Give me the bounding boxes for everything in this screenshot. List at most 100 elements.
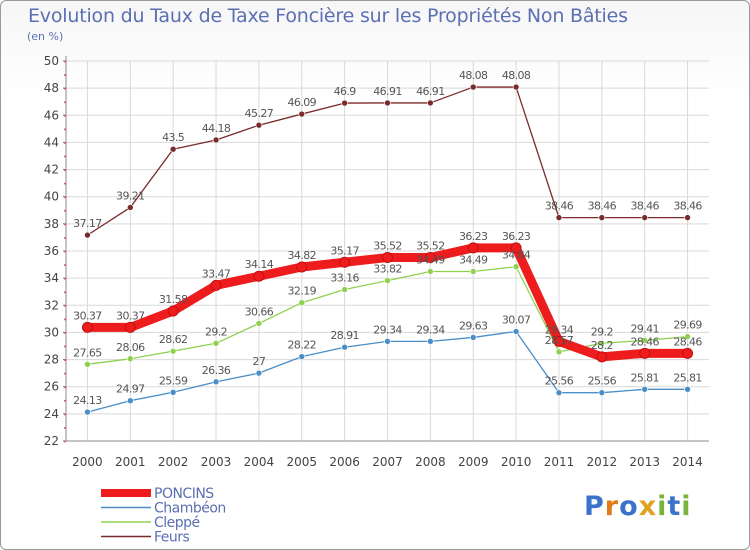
- data-label: 28.22: [288, 339, 317, 352]
- data-point: [84, 231, 91, 239]
- data-point: [424, 252, 436, 264]
- data-label: 46.9: [334, 85, 357, 98]
- data-label: 46.91: [373, 85, 402, 98]
- data-label: 30.37: [73, 309, 102, 322]
- x-tick-label: 2012: [587, 455, 618, 469]
- data-label: 33.47: [202, 267, 231, 280]
- x-tick-label: 2001: [115, 455, 146, 469]
- data-point: [212, 339, 220, 347]
- data-label: 46.09: [288, 96, 317, 109]
- data-label: 30.37: [116, 309, 145, 322]
- axis-minor-mark: [64, 250, 66, 253]
- y-tick-label: 34: [44, 271, 59, 285]
- axis-minor-mark: [64, 209, 66, 212]
- data-label: 34.49: [416, 253, 445, 266]
- axis-minor-mark: [64, 277, 66, 280]
- data-point: [81, 321, 93, 333]
- x-tick-label: 2007: [372, 455, 403, 469]
- data-point: [427, 338, 434, 345]
- x-tick-label: 2014: [672, 455, 703, 469]
- data-point: [210, 279, 222, 291]
- data-point: [684, 214, 691, 221]
- data-label: 25.81: [630, 371, 659, 384]
- axis-minor-mark: [64, 399, 66, 402]
- data-label: 33.16: [330, 272, 359, 285]
- data-label: 32.19: [288, 285, 317, 298]
- x-tick-label: 2010: [501, 455, 532, 469]
- data-label: 30.66: [245, 305, 274, 318]
- data-label: 28.46: [673, 335, 702, 348]
- data-label: 30.07: [502, 313, 531, 326]
- axis-minor-mark: [64, 304, 66, 307]
- data-label: 36.23: [502, 230, 531, 243]
- axis-minor-mark: [64, 359, 66, 362]
- data-point: [684, 385, 691, 393]
- x-tick-label: 2005: [286, 455, 317, 469]
- data-point: [341, 99, 348, 107]
- data-label: 34.84: [502, 249, 531, 262]
- data-label: 38.46: [545, 200, 574, 213]
- data-point: [169, 347, 177, 355]
- data-label: 29.69: [673, 319, 702, 332]
- data-point: [684, 333, 691, 340]
- axis-minor-mark: [64, 318, 66, 321]
- data-label: 28.06: [116, 341, 145, 354]
- data-label: 28.57: [545, 334, 574, 347]
- data-label: 35.17: [330, 244, 359, 257]
- axis-minor-mark: [64, 345, 66, 348]
- data-point: [469, 268, 477, 275]
- data-point: [384, 277, 391, 284]
- data-label: 24.13: [73, 394, 102, 407]
- data-label: 37.17: [73, 217, 102, 230]
- y-tick-label: 50: [44, 54, 59, 68]
- axis-minor-mark: [64, 128, 66, 131]
- data-label: 29.2: [591, 325, 613, 338]
- data-label: 27.65: [73, 346, 102, 359]
- data-label: 38.46: [588, 200, 617, 213]
- x-tick-label: 2009: [458, 455, 489, 469]
- data-label: 36.23: [459, 230, 488, 243]
- data-label: 48.08: [502, 69, 531, 82]
- data-point: [639, 347, 651, 359]
- data-point: [298, 299, 306, 307]
- data-label: 39.21: [116, 189, 145, 202]
- proxiti-logo: Proxiti: [584, 491, 692, 522]
- data-label: 26.36: [202, 364, 231, 377]
- data-point: [255, 369, 263, 377]
- data-point: [427, 268, 434, 275]
- y-tick-label: 32: [44, 298, 59, 312]
- data-point: [169, 145, 177, 153]
- y-tick-label: 46: [44, 108, 59, 122]
- axis-minor-mark: [64, 223, 66, 226]
- x-tick-label: 2003: [201, 455, 232, 469]
- axis-minor-mark: [64, 413, 66, 416]
- unit-label: (en %): [27, 30, 64, 43]
- y-tick-label: 26: [44, 380, 59, 394]
- data-point: [641, 214, 649, 221]
- data-point: [598, 389, 606, 396]
- data-point: [255, 121, 263, 129]
- y-tick-label: 40: [44, 190, 59, 204]
- x-tick-label: 2006: [329, 455, 360, 469]
- y-tick-label: 22: [44, 434, 59, 448]
- data-point: [339, 256, 351, 268]
- data-point: [512, 328, 520, 335]
- data-point: [127, 355, 134, 363]
- data-label: 38.46: [630, 200, 659, 213]
- data-point: [212, 136, 220, 144]
- data-point: [84, 361, 91, 368]
- data-point: [512, 83, 520, 91]
- data-label: 28.62: [159, 333, 188, 346]
- data-point: [84, 408, 91, 416]
- axis-minor-mark: [64, 236, 66, 239]
- data-point: [124, 321, 136, 333]
- data-point: [298, 353, 306, 360]
- x-tick-label: 2011: [544, 455, 575, 469]
- axis-minor-mark: [64, 114, 66, 117]
- data-label: 43.5: [162, 131, 185, 144]
- y-tick-label: 38: [44, 217, 59, 231]
- y-tick-label: 42: [44, 163, 59, 177]
- data-label: 25.59: [159, 374, 188, 387]
- data-point: [127, 397, 134, 404]
